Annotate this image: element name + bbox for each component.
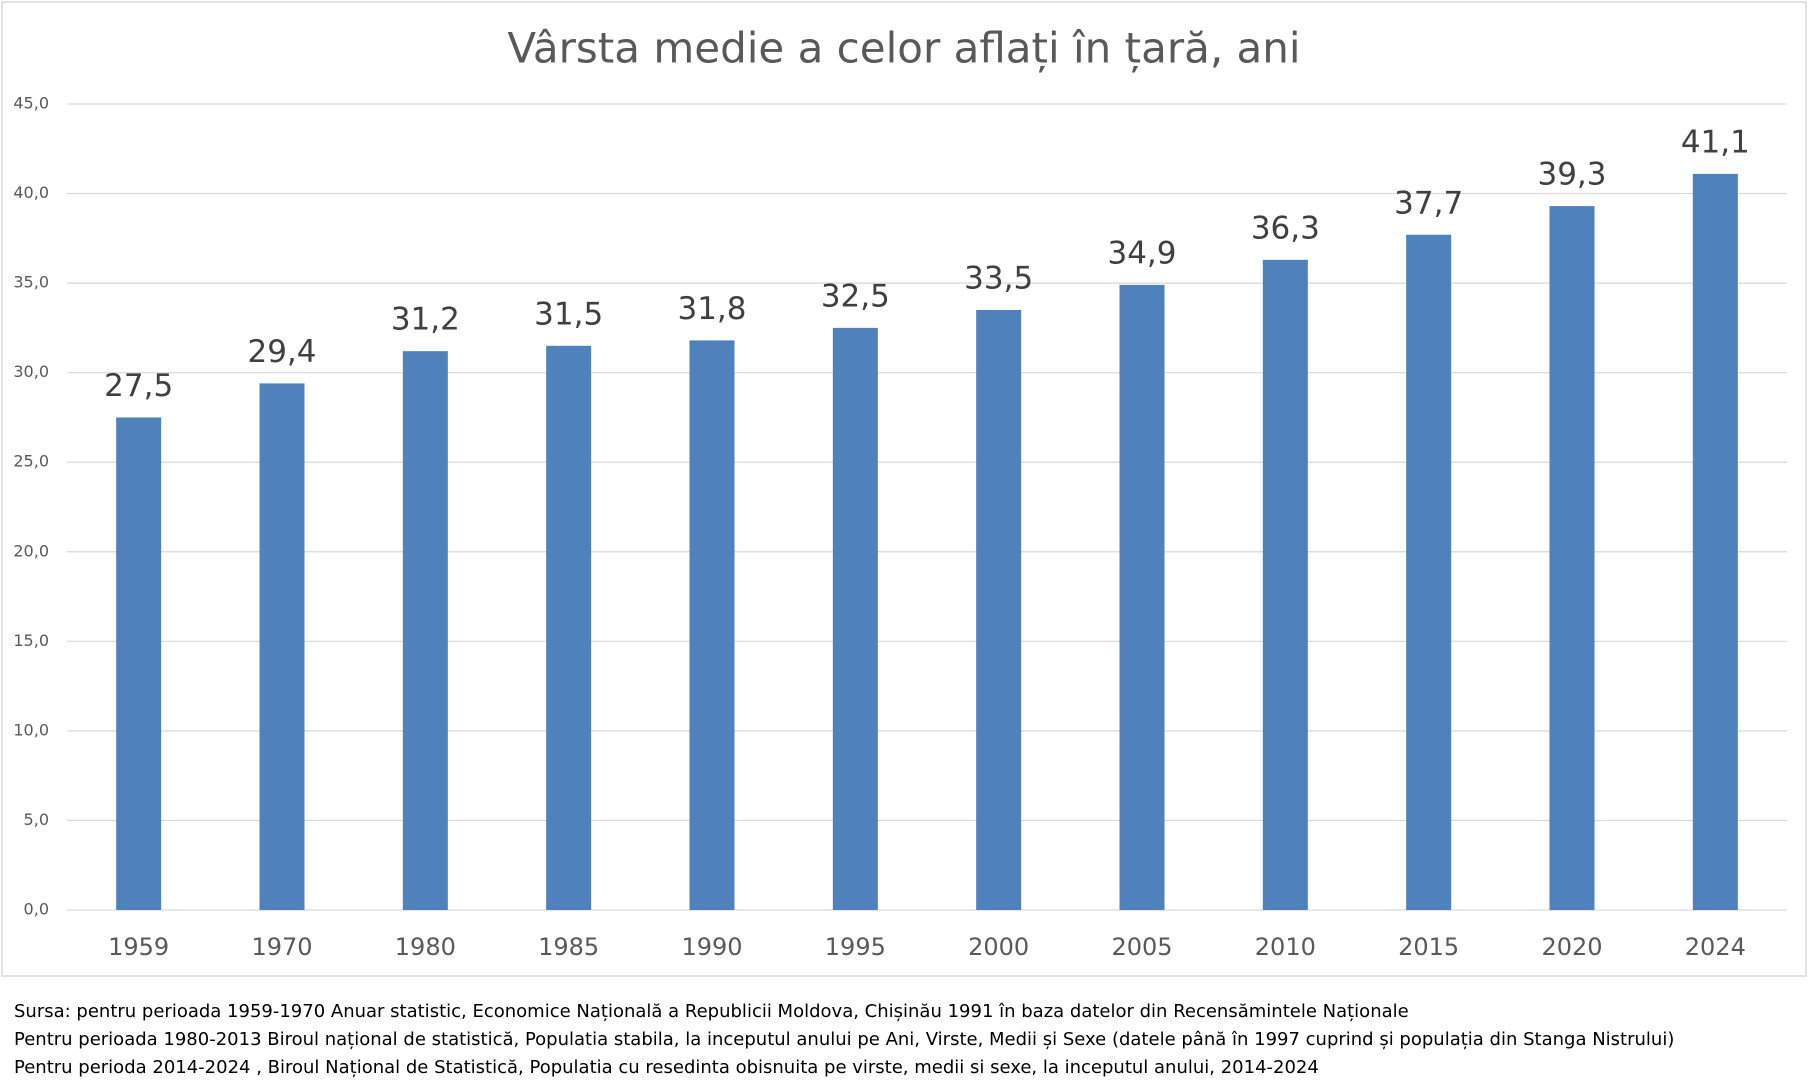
value-label: 32,5 (821, 278, 890, 314)
x-tick-label: 1985 (538, 933, 599, 961)
value-label: 29,4 (247, 334, 316, 370)
y-tick-label: 40,0 (13, 183, 49, 202)
x-tick-label: 1995 (825, 933, 886, 961)
x-tick-label: 2015 (1398, 933, 1459, 961)
y-tick-label: 25,0 (13, 452, 49, 471)
chart-title: Vârsta medie a celor aflați în țară, ani (507, 24, 1300, 73)
bar (259, 383, 305, 910)
x-tick-label: 2005 (1111, 933, 1172, 961)
y-tick-label: 30,0 (13, 362, 49, 381)
value-label: 41,1 (1681, 124, 1750, 160)
y-tick-label: 0,0 (24, 900, 49, 919)
source-note: Pentru perioda 2014-2024 , Biroul Națion… (14, 1057, 1319, 1078)
source-note: Sursa: pentru perioada 1959-1970 Anuar s… (14, 1001, 1409, 1022)
bar (402, 351, 448, 910)
y-tick-label: 20,0 (13, 541, 49, 560)
bar (1549, 206, 1595, 911)
value-label: 27,5 (104, 368, 173, 404)
value-label: 34,9 (1107, 235, 1176, 271)
bar (832, 327, 878, 910)
y-tick-label: 10,0 (13, 720, 49, 739)
x-tick-label: 2024 (1685, 933, 1746, 961)
x-tick-label: 2020 (1541, 933, 1602, 961)
bar (976, 309, 1022, 910)
value-label: 36,3 (1251, 210, 1320, 246)
value-label: 37,7 (1394, 185, 1463, 221)
source-note: Pentru perioada 1980-2013 Biroul naționa… (14, 1029, 1674, 1050)
bar (1692, 173, 1738, 910)
value-label: 31,5 (534, 296, 603, 332)
value-label: 31,8 (677, 291, 746, 327)
bar (689, 340, 735, 911)
value-label: 31,2 (391, 302, 460, 338)
x-tick-label: 1970 (251, 933, 312, 961)
bar (116, 417, 162, 910)
bar (546, 345, 592, 910)
bar (1119, 284, 1165, 910)
y-tick-label: 45,0 (13, 94, 49, 113)
y-tick-label: 35,0 (13, 273, 49, 292)
y-tick-label: 5,0 (24, 810, 49, 829)
x-tick-label: 2000 (968, 933, 1029, 961)
value-label: 39,3 (1537, 157, 1606, 193)
x-tick-label: 1980 (395, 933, 456, 961)
bar (1262, 259, 1308, 910)
bar (1406, 234, 1452, 911)
value-label: 33,5 (964, 260, 1033, 296)
x-tick-label: 2010 (1255, 933, 1316, 961)
x-tick-label: 1990 (681, 933, 742, 961)
x-tick-label: 1959 (108, 933, 169, 961)
y-tick-label: 15,0 (13, 631, 49, 650)
